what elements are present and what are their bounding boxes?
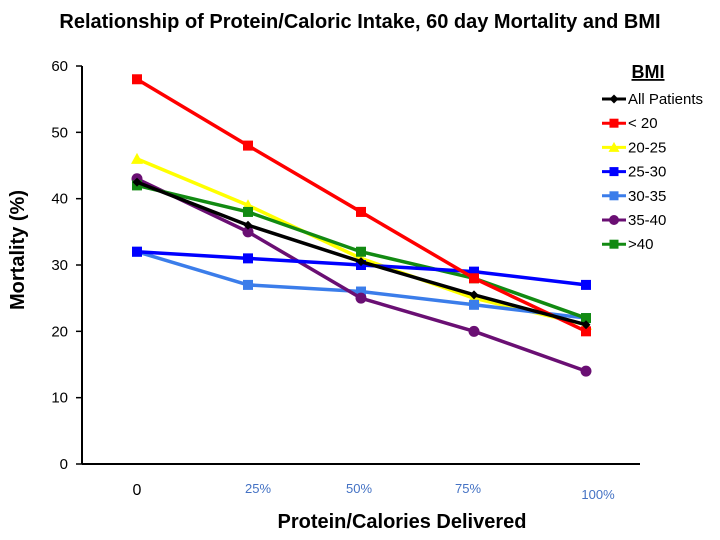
- series-1: [132, 74, 591, 337]
- marker-circle: [355, 292, 367, 304]
- marker-diamond: [581, 320, 591, 330]
- marker-diamond: [132, 177, 142, 187]
- marker-square: [132, 74, 142, 85]
- marker-square: [243, 253, 253, 264]
- legend-label: 30-35: [628, 188, 666, 205]
- y-tick-label: 10: [51, 390, 68, 407]
- legend-item: All Patients: [602, 91, 703, 108]
- marker-diamond: [356, 257, 366, 267]
- series-0: [132, 177, 591, 330]
- y-tick-label: 40: [51, 191, 68, 208]
- y-axis-label: Mortality (%): [7, 190, 29, 310]
- legend-label: 35-40: [628, 212, 666, 229]
- x-tick-label: 100%: [581, 487, 615, 502]
- marker-square: [609, 191, 619, 201]
- x-tick-label: 50%: [346, 481, 372, 496]
- marker-square: [469, 273, 479, 284]
- marker-triangle: [131, 152, 143, 164]
- legend-item: 35-40: [602, 212, 666, 229]
- marker-triangle: [608, 141, 620, 152]
- marker-square: [132, 246, 142, 257]
- chart-title: Relationship of Protein/Caloric Intake, …: [59, 11, 660, 33]
- y-tick-label: 60: [51, 58, 68, 75]
- marker-square: [356, 206, 366, 217]
- series-5: [131, 173, 592, 377]
- y-tick-label: 20: [51, 323, 68, 340]
- marker-diamond: [609, 94, 619, 104]
- marker-circle: [609, 215, 619, 225]
- marker-square: [609, 167, 619, 177]
- marker-square: [356, 286, 366, 297]
- y-ticks: 0 10 20 30 40 50 60: [51, 58, 82, 473]
- legend-label: All Patients: [628, 91, 703, 108]
- marker-circle: [468, 325, 480, 337]
- legend-title: BMI: [632, 62, 665, 82]
- legend-item: 20-25: [602, 139, 666, 156]
- x-tick-label: 0: [133, 482, 142, 499]
- marker-square: [609, 239, 619, 249]
- legend-label: >40: [628, 236, 653, 253]
- legend-label: < 20: [628, 115, 658, 132]
- legend-item: 25-30: [602, 164, 666, 181]
- series-group: [131, 74, 592, 377]
- marker-diamond: [469, 290, 479, 300]
- x-ticks: 0 25% 50% 75% 100%: [133, 481, 616, 502]
- marker-square: [243, 206, 253, 217]
- marker-square: [609, 118, 619, 128]
- y-tick-label: 30: [51, 257, 68, 274]
- x-axis-label: Protein/Calories Delivered: [278, 511, 527, 533]
- y-tick-label: 50: [51, 124, 68, 141]
- marker-circle: [242, 226, 254, 238]
- marker-square: [243, 279, 253, 290]
- marker-square: [243, 140, 253, 151]
- marker-square: [581, 313, 591, 324]
- legend-label: 25-30: [628, 164, 666, 181]
- marker-circle: [580, 365, 592, 377]
- marker-diamond: [243, 220, 253, 230]
- legend-item: < 20: [602, 115, 658, 132]
- legend-item: 30-35: [602, 188, 666, 205]
- legend-item: >40: [602, 236, 653, 253]
- marker-square: [581, 326, 591, 337]
- marker-square: [469, 266, 479, 277]
- x-tick-label: 25%: [245, 481, 271, 496]
- marker-square: [469, 299, 479, 310]
- marker-square: [581, 279, 591, 290]
- x-tick-label: 75%: [455, 481, 481, 496]
- legend-label: 20-25: [628, 139, 666, 156]
- y-tick-label: 0: [60, 456, 68, 473]
- marker-square: [356, 246, 366, 257]
- legend: BMI All Patients < 20 20-25 25-30 30-35 35-40…: [602, 62, 703, 253]
